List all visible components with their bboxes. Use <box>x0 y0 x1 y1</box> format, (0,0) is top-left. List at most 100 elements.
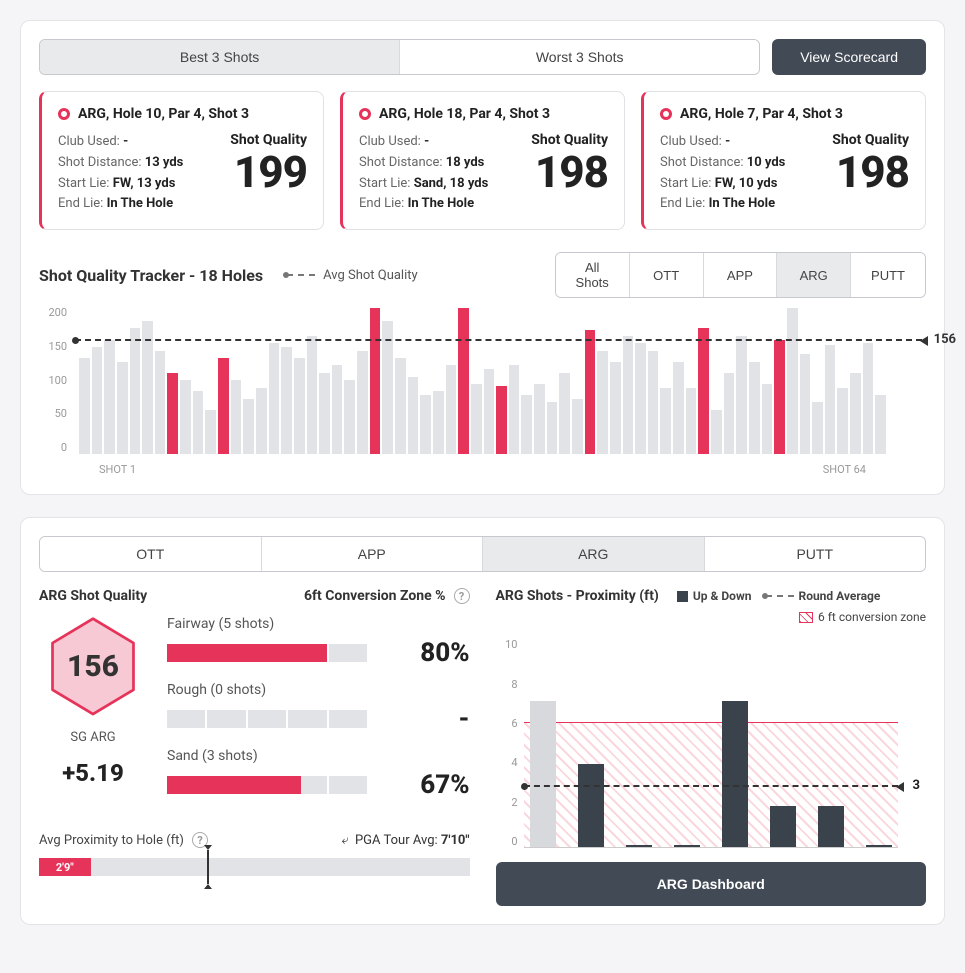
filter-ott[interactable]: OTT <box>629 253 703 297</box>
tracker-avg-line: 156 <box>75 339 922 341</box>
tracker-bar[interactable] <box>332 365 343 454</box>
tracker-bar[interactable] <box>660 388 671 455</box>
tracker-bar[interactable] <box>294 358 305 454</box>
tracker-bar[interactable] <box>357 351 368 455</box>
tracker-bar[interactable] <box>104 340 115 455</box>
proximity-bar[interactable] <box>722 701 748 848</box>
tracker-bar[interactable] <box>433 391 444 454</box>
tracker-bar[interactable] <box>800 354 811 454</box>
tracker-bar[interactable] <box>749 362 760 455</box>
filter-arg[interactable]: ARG <box>776 253 850 297</box>
tracker-bar[interactable] <box>79 358 90 454</box>
tracker-bar[interactable] <box>231 380 242 454</box>
tracker-bar[interactable] <box>774 340 785 455</box>
arg-dashboard-button[interactable]: ARG Dashboard <box>496 862 927 906</box>
right-column: ARG Shots - Proximity (ft) Up & Down Rou… <box>496 588 927 906</box>
conversion-percent: - <box>410 704 470 734</box>
tracker-bar[interactable] <box>458 308 469 455</box>
top-panel: Best 3 Shots Worst 3 Shots View Scorecar… <box>20 20 945 495</box>
subtab-arg[interactable]: ARG <box>482 537 704 571</box>
pga-tour-avg: ⤶ PGA Tour Avg: 7'10" <box>341 833 469 848</box>
tracker-bar[interactable] <box>408 377 419 455</box>
tracker-bar[interactable] <box>875 395 886 454</box>
tracker-bar[interactable] <box>307 336 318 454</box>
tab-best-shots[interactable]: Best 3 Shots <box>40 40 399 74</box>
conversion-percent: 80% <box>410 638 470 668</box>
tracker-bar[interactable] <box>496 386 507 454</box>
filter-all-shots[interactable]: All Shots <box>556 253 629 297</box>
proximity-bar[interactable] <box>578 764 604 848</box>
tracker-bar[interactable] <box>559 373 570 454</box>
view-scorecard-button[interactable]: View Scorecard <box>772 39 926 75</box>
tracker-bar[interactable] <box>585 330 596 454</box>
tracker-bar[interactable] <box>344 380 355 454</box>
tracker-bar[interactable] <box>648 351 659 455</box>
shot-cards-row: ARG, Hole 10, Par 4, Shot 3 Club Used: -… <box>39 91 926 230</box>
progress-track <box>167 776 367 794</box>
help-icon[interactable]: ? <box>454 588 470 604</box>
tracker-bar[interactable] <box>825 345 836 455</box>
tracker-bar[interactable] <box>724 373 735 454</box>
tracker-bar[interactable] <box>484 369 495 454</box>
tracker-bar[interactable] <box>762 384 773 454</box>
tracker-bar[interactable] <box>673 362 684 455</box>
tracker-bar[interactable] <box>623 336 634 454</box>
tracker-bar[interactable] <box>863 343 874 454</box>
tracker-bar[interactable] <box>180 380 191 454</box>
tab-worst-shots[interactable]: Worst 3 Shots <box>399 40 759 74</box>
shot-card[interactable]: ARG, Hole 10, Par 4, Shot 3 Club Used: -… <box>39 91 324 230</box>
tracker-bar[interactable] <box>117 362 128 455</box>
tracker-bar[interactable] <box>382 321 393 454</box>
shot-card[interactable]: ARG, Hole 18, Par 4, Shot 3 Club Used: -… <box>340 91 625 230</box>
tracker-bar[interactable] <box>597 351 608 455</box>
tracker-bar[interactable] <box>319 373 330 454</box>
subtab-app[interactable]: APP <box>261 537 483 571</box>
filter-putt[interactable]: PUTT <box>850 253 925 297</box>
proximity-avg-line: 3 <box>524 785 899 787</box>
tracker-bar[interactable] <box>610 362 621 455</box>
tracker-bar[interactable] <box>534 384 545 454</box>
tracker-bar[interactable] <box>787 308 798 455</box>
proximity-y-axis: 1086420 <box>496 638 518 848</box>
tracker-bar[interactable] <box>370 308 381 455</box>
top-tab-row: Best 3 Shots Worst 3 Shots View Scorecar… <box>39 39 926 75</box>
tracker-bar[interactable] <box>155 351 166 455</box>
filter-app[interactable]: APP <box>703 253 777 297</box>
proximity-bar[interactable] <box>770 806 796 848</box>
tracker-bar[interactable] <box>243 399 254 455</box>
subtab-putt[interactable]: PUTT <box>704 537 926 571</box>
tracker-bar[interactable] <box>420 395 431 454</box>
tracker-bar[interactable] <box>471 384 482 454</box>
conversion-column: Fairway (5 shots) 80% Rough (0 shots) - … <box>167 616 470 814</box>
tracker-bar[interactable] <box>395 358 406 454</box>
tracker-bar[interactable] <box>572 399 583 455</box>
tracker-bar[interactable] <box>686 388 697 455</box>
tracker-bar[interactable] <box>446 365 457 454</box>
tracker-bar[interactable] <box>812 402 823 454</box>
ring-icon <box>660 108 672 120</box>
subtab-ott[interactable]: OTT <box>40 537 261 571</box>
tracker-bar[interactable] <box>218 358 229 454</box>
shot-card[interactable]: ARG, Hole 7, Par 4, Shot 3 Club Used: - … <box>641 91 926 230</box>
tracker-bar[interactable] <box>837 388 848 455</box>
tracker-bar[interactable] <box>142 321 153 454</box>
tracker-bar[interactable] <box>850 373 861 454</box>
tracker-bar[interactable] <box>281 347 292 454</box>
tracker-bar[interactable] <box>547 402 558 454</box>
proximity-bar[interactable] <box>818 806 844 848</box>
proximity-bar[interactable] <box>530 701 556 848</box>
tracker-bar[interactable] <box>736 336 747 454</box>
tracker-bar[interactable] <box>521 395 532 454</box>
tracker-bar[interactable] <box>269 343 280 454</box>
tracker-bar[interactable] <box>256 388 267 455</box>
tracker-bar[interactable] <box>698 328 709 454</box>
proximity-legend: Up & Down Round Average <box>677 589 881 603</box>
tracker-bar[interactable] <box>92 347 103 454</box>
tracker-bar[interactable] <box>193 391 204 454</box>
tracker-bar[interactable] <box>711 410 722 454</box>
tracker-bar[interactable] <box>635 343 646 454</box>
tracker-bar[interactable] <box>509 365 520 454</box>
tracker-bar[interactable] <box>130 328 141 454</box>
tracker-bar[interactable] <box>205 410 216 454</box>
tracker-bar[interactable] <box>167 373 178 454</box>
